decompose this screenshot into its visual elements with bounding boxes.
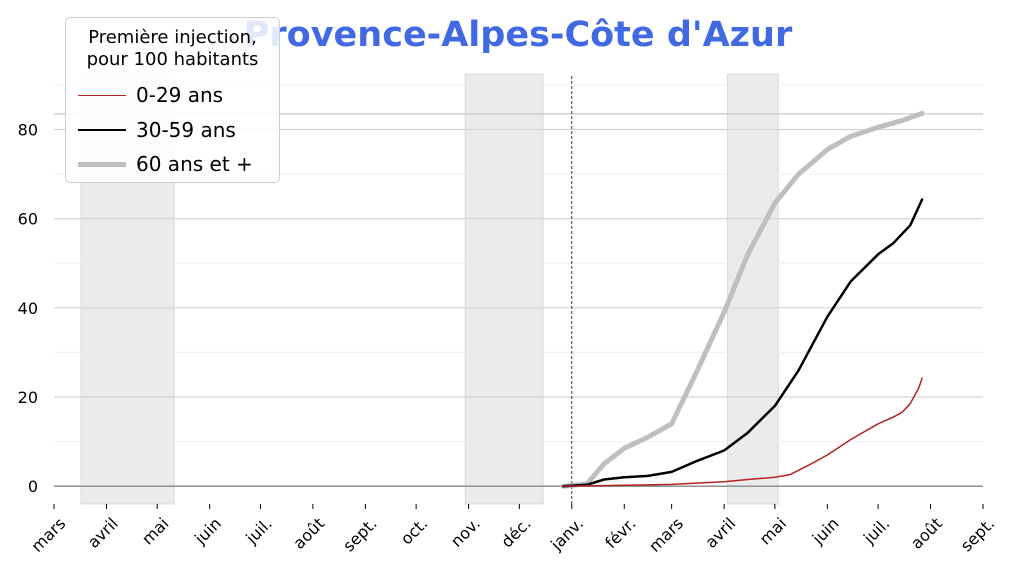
x-tick-label-16: juil. [859, 514, 893, 548]
grid [54, 84, 983, 487]
y-tick-label-0: 0 [28, 477, 38, 496]
x-tick-label-5: août [289, 514, 328, 553]
legend-label-60-plus: 60 ans et + [136, 152, 253, 176]
x-tick-label-15: juin [808, 514, 843, 549]
legend-label-30-59: 30-59 ans [136, 118, 236, 142]
x-tick-label-6: sept. [339, 514, 381, 556]
x-tick-label-3: juin [190, 514, 225, 549]
series-line-30-59-ans [562, 198, 924, 488]
y-tick-label-20: 20 [18, 388, 38, 407]
x-tick-labels: mars avril mai juin juil. août sept. oct. nov. dé… [27, 504, 998, 556]
x-tick-label-0: mars [27, 514, 69, 556]
legend-item-0-29: 0-29 ans [78, 82, 223, 108]
x-tick-label-1: avril [84, 514, 122, 552]
legend-title-line-2: pour 100 habitants [86, 49, 259, 70]
legend-label-0-29: 0-29 ans [136, 83, 224, 107]
legend-swatch-0-29 [78, 94, 126, 96]
y-tick-label-80: 80 [18, 121, 38, 140]
x-tick-label-13: avril [701, 514, 739, 552]
y-tick-label-40: 40 [18, 299, 38, 318]
x-tick-label-8: nov. [447, 514, 484, 551]
x-tick-label-2: mai [138, 514, 173, 549]
legend: Première injection, pour 100 habitants 0… [65, 17, 280, 183]
x-tick-label-17: août [907, 514, 946, 553]
legend-item-60-plus: 60 ans et + [78, 151, 253, 177]
chart-title: Provence-Alpes-Côte d'Azur [244, 15, 793, 55]
legend-item-30-59: 30-59 ans [78, 117, 236, 143]
series-lines [560, 110, 925, 489]
shaded-period-2 [464, 73, 544, 505]
y-tick-label-60: 60 [18, 210, 38, 229]
x-tick-label-4: juil. [241, 514, 275, 548]
x-tick-label-18: sept. [957, 514, 999, 556]
x-tick-label-11: févr. [601, 514, 639, 552]
x-tick-label-9: déc. [497, 514, 534, 551]
legend-title-line-1: Première injection, [88, 27, 257, 48]
legend-swatch-30-59 [78, 129, 126, 131]
legend-swatch-60-plus [78, 161, 126, 167]
series-line-0-29-ans [562, 377, 923, 487]
x-tick-label-12: mars [645, 514, 687, 556]
series-line-60-ans-et- [560, 110, 925, 489]
y-tick-labels: 0 20 40 60 80 [18, 121, 38, 497]
x-tick-label-10: janv. [546, 514, 587, 555]
x-tick-label-14: mai [756, 514, 791, 549]
x-tick-label-7: oct. [397, 514, 432, 549]
legend-title: Première injection, pour 100 habitants [66, 27, 279, 71]
